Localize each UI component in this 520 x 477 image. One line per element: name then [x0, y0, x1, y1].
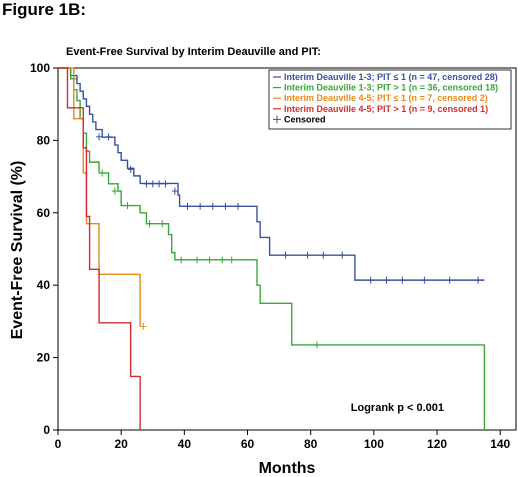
- x-tick-label: 20: [114, 437, 128, 451]
- series-group: [58, 67, 141, 430]
- series-group: [58, 67, 486, 430]
- y-tick-label: 0: [43, 423, 50, 437]
- y-tick-label: 20: [37, 351, 51, 365]
- x-tick-label: 40: [178, 437, 192, 451]
- legend: Interim Deauville 1-3; PIT ≤ 1 (n = 47, …: [268, 69, 512, 130]
- legend-entry: Interim Deauville 4-5; PIT > 1 (n = 9, c…: [284, 104, 488, 114]
- axes: 0 20 40 60 80 100 120 140 0 20 40 60 80 100: [30, 61, 517, 451]
- y-tick-label: 40: [37, 278, 51, 292]
- y-axis-title: Event-Free Survival (%): [9, 161, 26, 340]
- y-tick-label: 100: [30, 61, 50, 75]
- legend-entry: Interim Deauville 4-5; PIT ≤ 1 (n = 7, c…: [284, 93, 488, 103]
- x-tick-label: 140: [490, 437, 510, 451]
- y-tick-label: 60: [37, 206, 51, 220]
- series-line: [58, 67, 486, 430]
- x-tick-label: 60: [241, 437, 255, 451]
- x-tick-label: 0: [55, 437, 62, 451]
- plot-frame: [57, 67, 517, 431]
- x-axis-title: Months: [259, 460, 316, 477]
- x-tick-label: 80: [304, 437, 318, 451]
- series-line: [58, 67, 485, 281]
- x-tick-label: 120: [427, 437, 447, 451]
- y-tick-label: 80: [37, 133, 51, 147]
- legend-entry: Interim Deauville 1-3; PIT ≤ 1 (n = 47, …: [284, 72, 498, 82]
- figure-label: Figure 1B:: [2, 0, 87, 19]
- series-layer: [58, 67, 486, 430]
- x-tick-label: 100: [364, 437, 384, 451]
- series-group: [58, 67, 485, 284]
- logrank-annotation: Logrank p < 0.001: [351, 402, 444, 414]
- legend-box: [268, 69, 512, 130]
- legend-entry: Interim Deauville 1-3; PIT > 1 (n = 36, …: [284, 83, 498, 93]
- legend-censored-label: Censored: [284, 114, 326, 124]
- chart-title: Event-Free Survival by Interim Deauville…: [66, 46, 321, 58]
- series-line: [58, 67, 141, 430]
